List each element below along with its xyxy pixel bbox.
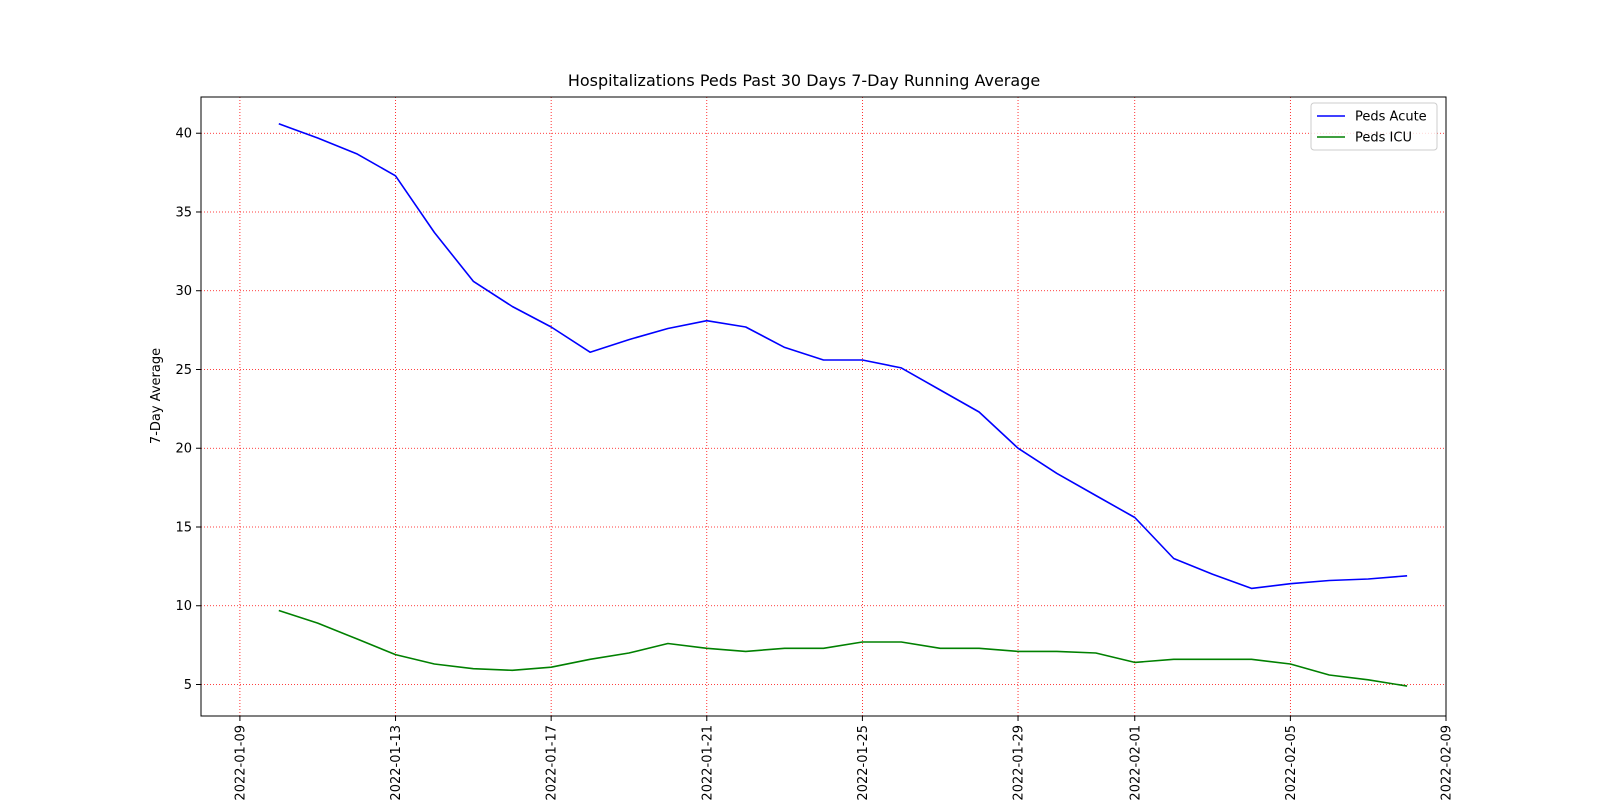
legend-box: [1310, 102, 1438, 151]
legend-label: Peds Acute: [1355, 110, 1427, 125]
chart-title: Hospitalizations Peds Past 30 Days 7-Day…: [568, 71, 1040, 90]
y-tick-label: 25: [175, 363, 192, 378]
legend-label: Peds ICU: [1355, 131, 1412, 146]
x-tick-label: 2022-01-21: [700, 725, 715, 800]
x-tick-label: 2022-01-29: [1012, 725, 1027, 800]
series-line-peds-icu: [278, 609, 1408, 687]
y-tick-label: 20: [175, 442, 192, 457]
x-axis-ticks: 2022-01-09 2022-01-13 2022-01-17 2022-01-21…: [233, 716, 1455, 800]
x-tick-label: 2022-02-05: [1284, 725, 1299, 800]
y-tick-label: 35: [175, 205, 192, 220]
plot-frame: [200, 96, 1447, 717]
series-line-peds-acute: [278, 123, 1408, 590]
legend: Peds Acute Peds ICU: [1310, 102, 1438, 151]
y-tick-label: 5: [184, 678, 192, 693]
y-axis-label: 7-Day Average: [149, 348, 164, 444]
x-tick-label: 2022-01-09: [233, 725, 248, 800]
y-tick-label: 40: [175, 127, 192, 142]
x-tick-label: 2022-01-13: [389, 725, 404, 800]
series-lines: [278, 123, 1408, 687]
y-axis-ticks: 5 10 15 20 25 30 35 40: [175, 127, 201, 693]
grid-lines: [201, 97, 1447, 716]
y-tick-label: 30: [175, 284, 192, 299]
y-tick-label: 15: [175, 520, 192, 535]
y-tick-label: 10: [175, 599, 192, 614]
x-tick-label: 2022-02-09: [1440, 725, 1455, 800]
x-tick-label: 2022-01-17: [545, 725, 560, 800]
x-tick-label: 2022-01-25: [856, 725, 871, 800]
x-tick-label: 2022-02-01: [1128, 725, 1143, 800]
